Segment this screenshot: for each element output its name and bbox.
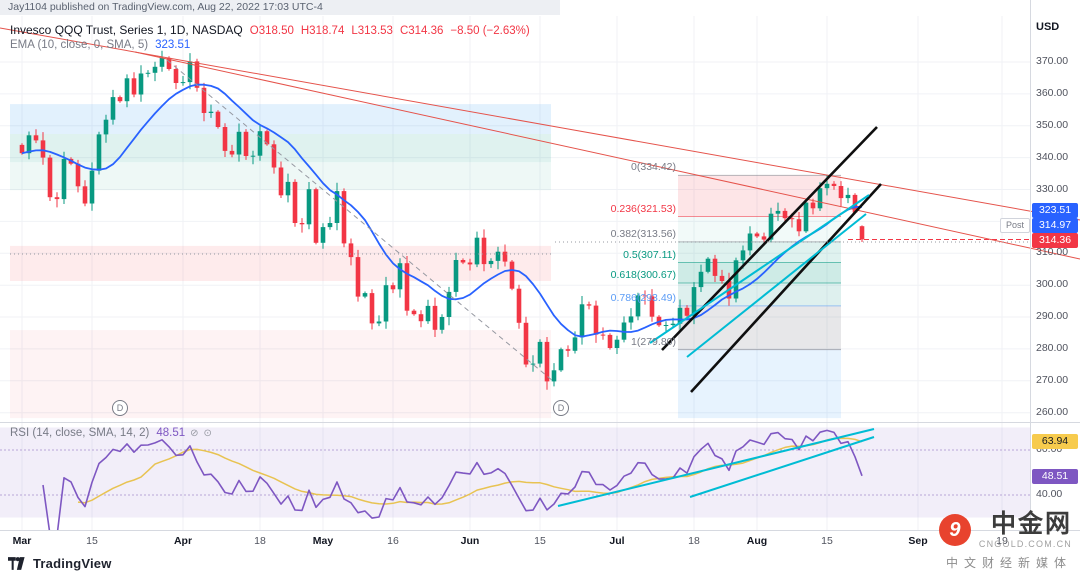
symbol-legend[interactable]: Invesco QQQ Trust, Series 1, 1D, NASDAQ O… [10,23,530,37]
post-price-badge: Post 314.97 [999,218,1078,233]
time-axis-label: Jul [609,535,625,547]
time-axis-label: Aug [746,535,768,547]
rsi-trendline-cyan-1 [557,428,875,507]
annotations[interactable] [0,27,1080,507]
trendline-gray-dashed [166,59,554,382]
price-axis-label: 340.00 [1036,150,1069,163]
hide-indicator-icon[interactable]: ⊘ [190,428,199,439]
rsi-label: RSI (14, close, SMA, 14, 2) [10,427,150,439]
ohlc-low: L313.53 [351,25,393,37]
watermark-site-name: 中金网 [990,510,1072,538]
gridlines [0,16,1030,530]
channel-black-lower [690,183,882,393]
rsi-ma-badge: 63.94 [1032,434,1078,450]
post-price-value: 314.97 [1032,218,1078,233]
ohlc-close: C314.36 [399,25,444,37]
price-axis-label: 270.00 [1036,373,1069,386]
candles[interactable] [19,50,865,390]
indicator-settings-icon[interactable]: ⊙ [203,428,212,439]
svg-text:D: D [117,403,124,413]
cngold-logo-icon: 9 [938,514,971,546]
price-axis-border [1030,0,1031,530]
watermark-domain: CNGOLD.COM.CN [978,539,1072,549]
time-axis-label: 15 [821,535,833,547]
channel-black-upper [661,126,878,351]
fib-level-label: 0.382(313.56) [610,227,676,240]
cngold-watermark: 9 中金网 CNGOLD.COM.CN 中文财经新媒体 [938,510,1072,571]
trendline-red-lower [134,51,1080,260]
time-axis-label: 15 [86,535,98,547]
change-value: −8.50 (−2.63%) [450,25,530,37]
ema-line [21,83,863,338]
time-axis-label: Apr [173,535,193,547]
price-axis-label: 280.00 [1036,341,1069,354]
rsi-legend[interactable]: RSI (14, close, SMA, 14, 2) 48.51 ⊘ ⊙ [10,427,212,439]
time-axis[interactable] [0,530,1030,550]
published-bar: Jay1104 published on TradingView.com, Au… [0,0,560,15]
time-axis-label: Mar [12,535,32,547]
price-axis-label: 300.00 [1036,278,1069,291]
ema-value: 323.51 [155,39,191,51]
price-axis-label: 310.00 [1036,246,1069,259]
rsi-axis-label: 40.00 [1036,488,1063,500]
fib-level-label: 0.786(293.49) [610,291,676,304]
ohlc-high: H318.74 [300,25,345,37]
price-axis-label: 260.00 [1036,405,1069,418]
post-market-label: Post [999,218,1030,233]
watermark-tagline: 中文财经新媒体 [945,556,1072,570]
price-axis-label: 360.00 [1036,86,1069,99]
tradingview-icon [8,557,25,570]
time-axis-label: 15 [534,535,546,547]
time-axis-label: 16 [387,535,399,547]
time-axis-label: 18 [254,535,266,547]
price-axis-currency: USD [1036,21,1060,33]
left-fib-zones [10,104,551,419]
cngold-logo-glyph: 9 [949,519,961,541]
fib-level-label: 0.5(307.11) [623,248,676,261]
symbol-title: Invesco QQQ Trust, Series 1, 1D, NASDAQ [10,23,243,37]
trendline-red-upper [0,27,1080,221]
ema-label: EMA (10, close, 0, SMA, 5) [10,39,149,51]
time-axis-separator [0,530,1080,531]
rsi-trendline-cyan-2 [689,436,875,498]
fib-level-label: 0.236(321.53) [610,202,676,215]
time-axis-label: May [312,535,334,547]
price-axis-label: 350.00 [1036,118,1069,131]
ema-legend[interactable]: EMA (10, close, 0, SMA, 5) 323.51 [10,39,190,51]
tradingview-logo[interactable]: TradingView [8,556,112,571]
published-text: Jay1104 published on TradingView.com, Au… [8,1,323,13]
last-price-badge: 314.36 [1032,233,1078,248]
fib-level-label: 0(334.42) [631,161,676,174]
time-axis-label: 18 [688,535,700,547]
price-axis-label: 290.00 [1036,310,1069,322]
price-axis-label: 370.00 [1036,55,1069,67]
price-axis-label: 330.00 [1036,182,1069,195]
rsi-value: 48.51 [156,427,186,439]
pane-separator[interactable] [0,422,1080,423]
rsi-value-badge: 48.51 [1032,468,1078,484]
trendline-cyan-upper [649,194,870,344]
fib-level-label: 0.618(300.67) [610,269,676,281]
fib-level-label: 1(279.80) [631,335,676,348]
tradingview-wordmark: TradingView [33,556,112,571]
svg-text:D: D [558,403,565,413]
ema-price-badge: 323.51 [1032,203,1078,218]
time-axis-label: Sep [908,535,928,547]
time-axis-label: Jun [460,535,480,547]
ohlc-open: O318.50 [249,25,294,37]
time-axis-label: 19 [996,535,1008,547]
trendline-cyan-lower [686,213,867,358]
